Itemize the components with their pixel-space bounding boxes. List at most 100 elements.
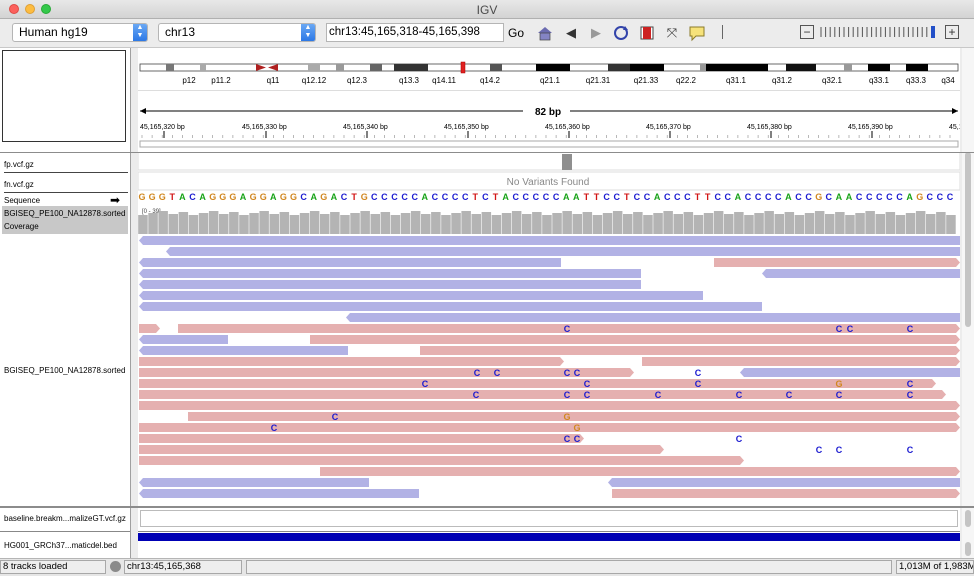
mismatch-base: C [907,445,914,455]
minimize-window-button[interactable] [25,4,35,14]
go-button[interactable]: Go [508,26,525,40]
sequence-base: G [260,192,267,202]
strand-arrow-icon[interactable]: ➡ [110,193,121,207]
ideogram-band [336,64,344,71]
back-button[interactable]: ◀ [562,24,580,42]
coverage-bar [421,214,431,234]
ideogram-band-label: p12 [182,76,196,85]
mismatch-base: C [907,379,914,389]
chromosome-ideogram[interactable]: p12 p11.2 q11 q12.12 q12.3 q13.3 q14.11 q14.2 q2… [138,60,960,90]
message-status [246,560,892,574]
ruler-tick-label: 45,165,350 bp [444,124,489,131]
ideogram-band-label: q21.33 [634,76,659,85]
locus-input[interactable]: chr13:45,165,318-45,165,398 [326,23,504,42]
coverage-bar [845,215,855,234]
aligned-read [166,247,960,256]
refresh-button[interactable] [612,24,630,42]
ideogram-band [906,64,928,71]
bed-track-name[interactable]: HG001_GRCh37...maticdel.bed [4,541,117,550]
maximize-window-button[interactable] [41,4,51,14]
coverage-range: [0 - 39] [142,209,161,215]
mismatch-base: G [573,423,580,433]
ideogram-band [706,64,768,71]
zoom-slider[interactable] [819,26,939,38]
sequence-base: A [563,192,570,202]
coverage-bar [602,213,613,234]
vertical-scrollbar[interactable] [962,48,974,506]
aligned-read [642,357,960,366]
coverage-bar [623,214,633,234]
fn-vcf-track[interactable] [138,171,960,191]
coverage-bar [774,214,784,234]
sequence-track-name[interactable]: Sequence [4,196,41,205]
aligned-read [178,324,960,333]
zoom-out-button[interactable]: − [800,25,814,39]
bam-coverage-track-name[interactable]: BGISEQ_PE100_NA12878.sorted [4,209,126,218]
position-status: chr13:45,165,368 [124,560,242,574]
coverage-bar [663,211,673,234]
mismatch-base: C [574,434,581,444]
chromosome-select[interactable]: chr13 ▲ ▼ [158,23,316,42]
coverage-bar [279,212,290,234]
coverage-bar [572,214,582,234]
feature-scrollbar[interactable] [962,508,974,558]
sequence-base: C [674,192,681,202]
ideogram-band-label: q14.11 [432,76,456,85]
sequence-base: G [219,192,226,202]
ideogram-band [166,64,174,71]
fn-vcf-track-name[interactable]: fn.vcf.gz [4,180,34,189]
coverage-bar [501,213,512,234]
scrollbar-thumb[interactable] [965,152,971,327]
genome-select-value: Human hg19 [19,25,88,39]
coverage-bar [400,213,411,234]
track-divider [4,192,128,193]
ruler-tick-label: 45,165,370 bp [646,124,691,131]
baseline-vcf-track-name[interactable]: baseline.breakm...malizeGT.vcf.gz [4,514,126,523]
mismatch-base: C [332,412,339,422]
forward-button[interactable]: ▶ [587,24,605,42]
sequence-base: C [634,192,641,202]
genome-select[interactable]: Human hg19 ▲ ▼ [12,23,148,42]
alignment-track-name[interactable]: BGISEQ_PE100_NA12878.sorted [4,366,126,375]
sequence-base: C [664,192,671,202]
alignment-track[interactable] [139,236,960,498]
coverage-bar [895,215,906,234]
coverage-bar [229,212,239,234]
fp-variant[interactable] [562,154,572,170]
close-window-button[interactable] [9,4,19,14]
coverage-track[interactable] [138,211,956,234]
ruler[interactable]: 82 bp 45,165,320 bp 45,165,330 bp 45,165,3… [138,98,960,148]
roi-button[interactable] [638,24,656,42]
fp-vcf-track[interactable] [138,152,960,171]
aligned-read [310,335,960,344]
fp-vcf-track-name[interactable]: fp.vcf.gz [4,160,34,169]
aligned-read [139,379,936,388]
sequence-base: C [745,192,752,202]
resize-button[interactable]: ⤧ [663,24,681,42]
baseline-vcf-track[interactable] [140,510,958,527]
zoom-in-button[interactable]: + [945,25,959,39]
aligned-read [139,390,946,399]
coverage-bar [855,213,865,234]
coverage-bar [633,212,643,234]
aligned-read [608,478,960,487]
coverage-bar [249,213,259,234]
coverage-bar [481,212,492,234]
home-button[interactable] [536,24,554,42]
scrollbar-thumb[interactable] [965,510,971,527]
popup-info-button[interactable] [688,24,706,42]
ideogram-band-label: q31.1 [726,76,747,85]
title-bar: IGV [0,0,974,19]
coverage-bar [410,211,421,234]
coverage-track-name[interactable]: Coverage [4,222,39,231]
sequence-base: A [785,192,792,202]
mismatch-base: C [271,423,278,433]
sequence-base: C [644,192,651,202]
aligned-read [139,335,228,344]
ideogram-band-label: q11 [267,76,280,85]
ideogram-band-label: q21.1 [540,76,561,85]
scrollbar-thumb[interactable] [965,542,971,556]
chevron-updown-icon: ▲ ▼ [133,24,147,41]
bed-feature[interactable] [138,533,960,541]
